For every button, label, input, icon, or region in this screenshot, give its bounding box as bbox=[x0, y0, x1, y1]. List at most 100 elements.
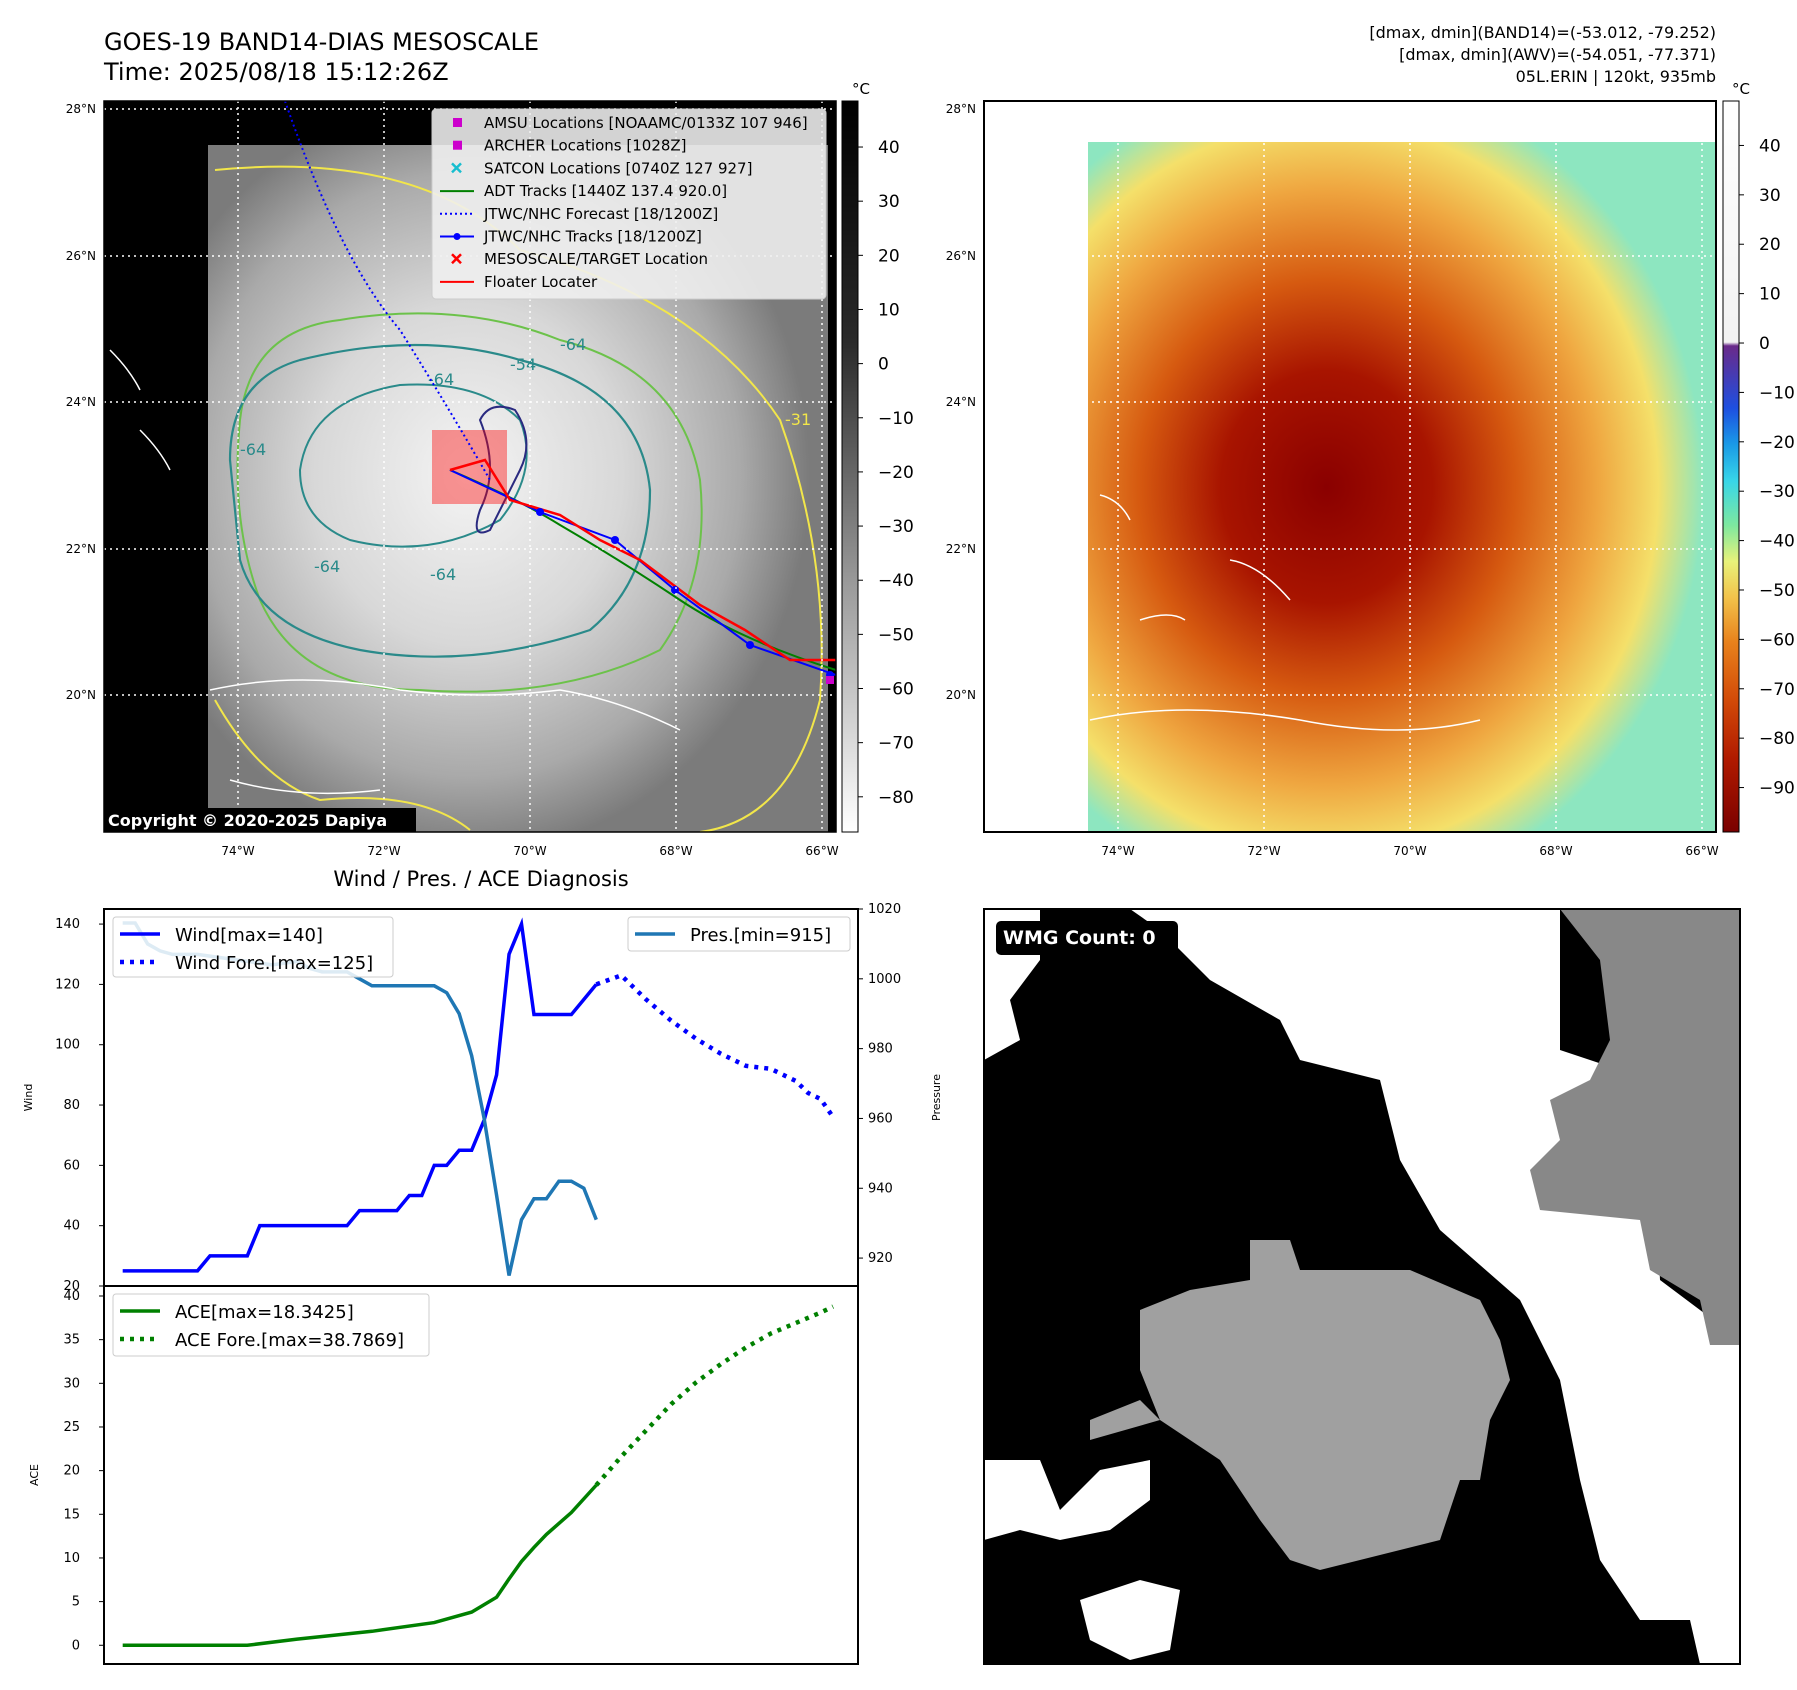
legend-marker bbox=[453, 118, 462, 127]
colorbar-tick-label: −50 bbox=[1759, 581, 1795, 601]
y-tick-label: 40 bbox=[63, 1219, 80, 1234]
y-axis-label: ACE bbox=[28, 1464, 41, 1486]
series-line bbox=[122, 1483, 598, 1648]
y-tick-label: 40 bbox=[63, 1289, 80, 1304]
figure-time: Time: 2025/08/18 15:12:26Z bbox=[103, 58, 449, 86]
colorbar-tick-label: −20 bbox=[878, 463, 914, 483]
lat-label: 22°N bbox=[66, 542, 96, 556]
ace-chart: 0 5 10 15 20 25 30 35 40 ACE ACE[max=18.3425] ACE F… bbox=[28, 1285, 859, 1665]
wmg-light-region bbox=[1090, 1400, 1160, 1440]
legend-label: ADT Tracks [1440Z 137.4 920.0] bbox=[484, 182, 727, 200]
legend-box bbox=[112, 1293, 430, 1357]
contour-label: -54 bbox=[510, 355, 536, 374]
y2-tick-label: 1020 bbox=[868, 902, 901, 917]
wind-pressure-chart: 20 40 60 80 100 120 140 Wind 920 940 960 980 1000 102… bbox=[22, 902, 943, 1294]
colorbar-tick-label: −80 bbox=[878, 788, 914, 808]
y-tick-label: 20 bbox=[63, 1279, 80, 1294]
colorbar-tick-label: −70 bbox=[1759, 680, 1795, 700]
y-tick-label: 20 bbox=[63, 1464, 80, 1479]
legend-label: Wind Fore.[max=125] bbox=[175, 953, 373, 974]
lat-label: 22°N bbox=[946, 542, 976, 556]
color-colorbar-unit: °C bbox=[1732, 80, 1750, 98]
y-tick-label: 80 bbox=[63, 1098, 80, 1113]
lon-label: 68°W bbox=[1539, 844, 1572, 858]
y-axis-label: Wind bbox=[22, 1084, 35, 1112]
y-tick-label: 5 bbox=[72, 1595, 80, 1610]
legend-label: JTWC/NHC Tracks [18/1200Z] bbox=[483, 228, 702, 246]
contour-label: -64 bbox=[240, 440, 266, 459]
lon-label: 66°W bbox=[1685, 844, 1718, 858]
wmg-frame bbox=[983, 908, 1741, 1665]
y2-tick-label: 940 bbox=[868, 1181, 893, 1196]
colorbar-tick-label: 10 bbox=[1759, 285, 1781, 305]
contour-teal-outer bbox=[228, 343, 652, 658]
y-tick-label: 15 bbox=[63, 1507, 80, 1522]
wmg-mid-region bbox=[1530, 909, 1740, 1345]
dmax-awv: [dmax, dmin](AWV)=(-54.051, -77.371) bbox=[1399, 45, 1716, 64]
floater-target-box bbox=[432, 430, 507, 504]
forecast-track bbox=[284, 101, 491, 481]
series-line bbox=[595, 972, 835, 1119]
contour-teal-inner bbox=[298, 383, 528, 548]
wmg-light-region bbox=[1140, 1240, 1510, 1570]
dmax-band14: [dmax, dmin](BAND14)=(-53.012, -79.252) bbox=[1369, 23, 1716, 42]
y-tick-label: 120 bbox=[55, 977, 80, 992]
colorbar-tick-label: −20 bbox=[1759, 433, 1795, 453]
lon-label: 72°W bbox=[367, 844, 400, 858]
lon-label: 72°W bbox=[1247, 844, 1280, 858]
wmg-clear-region bbox=[984, 1460, 1150, 1540]
awv-map-imagery bbox=[1088, 142, 1716, 832]
ir-map-frame bbox=[103, 100, 837, 833]
colorbar-tick-label: 0 bbox=[1759, 334, 1770, 354]
colorbar-tick-label: 40 bbox=[878, 138, 900, 158]
colorbar-tick-label: −80 bbox=[1759, 729, 1795, 749]
lat-label: 26°N bbox=[66, 249, 96, 263]
y-tick-label: 10 bbox=[63, 1551, 80, 1566]
lat-label: 24°N bbox=[946, 395, 976, 409]
wmg-label-box bbox=[996, 921, 1178, 955]
legend-box bbox=[627, 916, 851, 952]
colorbar-tick-label: 10 bbox=[878, 300, 900, 320]
y2-tick-label: 960 bbox=[868, 1111, 893, 1126]
map-legend: AMSU Locations [NOAAMC/0133Z 107 946] ARC… bbox=[431, 108, 827, 300]
legend-label: ACE[max=18.3425] bbox=[175, 1302, 354, 1323]
color-colorbar: °C 40 30 20 10 0 −10 −20 −30 −40 −50 −60 −70 −80 −90 bbox=[1722, 80, 1795, 833]
figure-title: GOES-19 BAND14-DIAS MESOSCALE bbox=[104, 28, 539, 56]
colorbar-tick-label: 20 bbox=[1759, 235, 1781, 255]
colorbar-tick-label: −60 bbox=[878, 680, 914, 700]
coastline bbox=[109, 349, 681, 795]
legend-label: SATCON Locations [0740Z 127 927] bbox=[484, 159, 752, 177]
series-line bbox=[122, 917, 598, 1273]
legend-box bbox=[112, 916, 394, 978]
diagnosis-title: Wind / Pres. / ACE Diagnosis bbox=[333, 867, 628, 891]
y-tick-label: 60 bbox=[63, 1158, 80, 1173]
y-tick-label: 35 bbox=[63, 1333, 80, 1348]
copyright-box bbox=[104, 808, 416, 832]
colorbar-tick-label: 20 bbox=[878, 246, 900, 266]
colorbar-tick-label: −70 bbox=[878, 734, 914, 754]
legend-label: AMSU Locations [NOAAMC/0133Z 107 946] bbox=[484, 114, 808, 132]
y2-tick-label: 920 bbox=[868, 1251, 893, 1266]
lon-label: 70°W bbox=[1393, 844, 1426, 858]
legend-marker bbox=[453, 140, 462, 150]
y2-tick-label: 1000 bbox=[868, 972, 901, 987]
colorbar-tick-label: −30 bbox=[1759, 482, 1795, 502]
legend-box bbox=[431, 108, 827, 300]
colorbar-tick-label: 30 bbox=[1759, 186, 1781, 206]
contour-label: -64 bbox=[560, 335, 586, 354]
legend-label: Wind[max=140] bbox=[175, 925, 323, 946]
legend-label: MESOSCALE/TARGET Location bbox=[484, 250, 708, 268]
grid-lines bbox=[984, 101, 1716, 832]
legend-label: ARCHER Locations [1028Z] bbox=[484, 137, 687, 155]
lat-label: 24°N bbox=[66, 395, 96, 409]
y-tick-label: 100 bbox=[55, 1038, 80, 1053]
legend-label: ACE Fore.[max=38.7869] bbox=[175, 1330, 404, 1351]
colorbar-tick-label: −10 bbox=[1759, 383, 1795, 403]
lon-label: 74°W bbox=[221, 844, 254, 858]
series-line bbox=[594, 1304, 835, 1487]
lat-label: 26°N bbox=[946, 249, 976, 263]
colorbar-tick-label: −10 bbox=[878, 409, 914, 429]
colorbar-tick-label: 40 bbox=[1759, 136, 1781, 156]
contour-navy-eyewall bbox=[475, 405, 528, 534]
